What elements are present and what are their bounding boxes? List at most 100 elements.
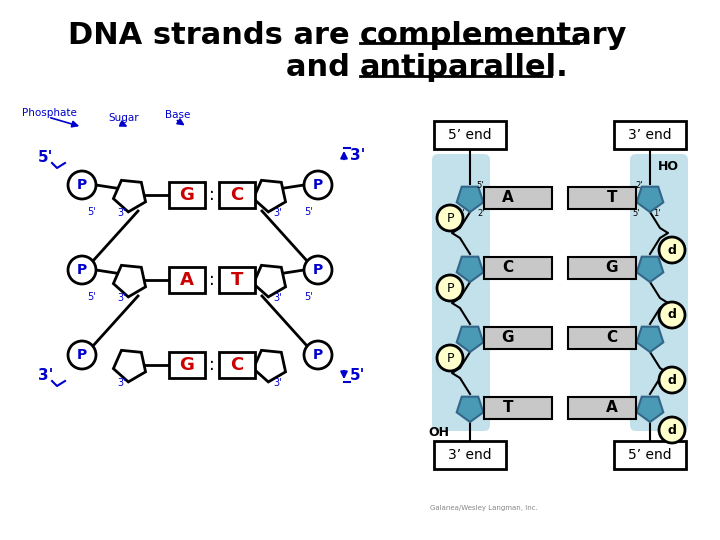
Text: P: P	[446, 352, 454, 365]
Text: P: P	[77, 263, 87, 277]
Polygon shape	[113, 180, 145, 212]
Text: 5’ end: 5’ end	[628, 448, 672, 462]
Circle shape	[68, 256, 96, 284]
Circle shape	[659, 302, 685, 328]
Text: 3': 3'	[626, 190, 634, 199]
Bar	[434, 441, 506, 469]
Text: A: A	[180, 271, 194, 289]
Polygon shape	[636, 397, 663, 422]
Text: 3’ end: 3’ end	[628, 128, 672, 142]
Polygon shape	[113, 350, 145, 382]
Text: C: C	[230, 356, 243, 374]
Bar	[614, 121, 686, 149]
Text: P: P	[446, 212, 454, 225]
Text: G: G	[179, 186, 194, 204]
Polygon shape	[636, 187, 663, 212]
Bar	[484, 257, 552, 279]
Bar	[219, 182, 255, 208]
Text: 3': 3'	[274, 293, 282, 303]
Bar	[219, 352, 255, 378]
Bar	[484, 327, 552, 349]
Text: P: P	[77, 348, 87, 362]
Text: G: G	[502, 330, 514, 346]
Bar	[484, 397, 552, 419]
Circle shape	[304, 171, 332, 199]
Text: DNA strands are: DNA strands are	[68, 21, 360, 50]
Text: 3': 3'	[117, 208, 126, 218]
Circle shape	[659, 237, 685, 263]
Text: C: C	[230, 186, 243, 204]
Circle shape	[659, 417, 685, 443]
Text: HO: HO	[658, 160, 679, 173]
FancyBboxPatch shape	[432, 154, 490, 431]
Text: 5': 5'	[304, 207, 312, 217]
Text: :: :	[209, 271, 215, 289]
Circle shape	[437, 345, 463, 371]
Circle shape	[68, 341, 96, 369]
Text: 3': 3'	[485, 200, 492, 210]
Polygon shape	[456, 397, 483, 422]
Text: T: T	[231, 271, 243, 289]
Text: P: P	[313, 348, 323, 362]
Text: 4': 4'	[485, 190, 492, 199]
Text: 2': 2'	[477, 208, 485, 218]
Text: P: P	[313, 178, 323, 192]
Text: 2': 2'	[636, 181, 643, 191]
Text: T: T	[503, 401, 513, 415]
Text: d: d	[667, 374, 676, 387]
Bar	[169, 182, 205, 208]
Text: P: P	[77, 178, 87, 192]
Text: 5': 5'	[87, 292, 96, 302]
Text: 5': 5'	[87, 207, 96, 217]
Bar	[169, 267, 205, 293]
Circle shape	[659, 367, 685, 393]
Text: :: :	[209, 186, 215, 204]
Text: Base: Base	[165, 110, 190, 120]
Text: 5': 5'	[38, 151, 53, 165]
Polygon shape	[113, 265, 145, 297]
Text: P: P	[313, 263, 323, 277]
Text: 3': 3'	[274, 378, 282, 388]
Polygon shape	[456, 256, 483, 282]
Bar	[568, 187, 636, 209]
Text: C: C	[503, 260, 513, 275]
Text: 5': 5'	[304, 292, 312, 302]
Text: T: T	[607, 191, 617, 206]
Polygon shape	[253, 350, 286, 382]
Circle shape	[437, 205, 463, 231]
Text: 5': 5'	[632, 208, 640, 218]
Text: d: d	[667, 308, 676, 321]
Polygon shape	[636, 327, 663, 352]
Bar	[568, 257, 636, 279]
Text: 5': 5'	[476, 181, 484, 191]
Polygon shape	[636, 256, 663, 282]
Circle shape	[68, 171, 96, 199]
Text: G: G	[606, 260, 618, 275]
Bar	[219, 267, 255, 293]
Text: C: C	[606, 330, 618, 346]
Text: 3': 3'	[38, 368, 53, 382]
Polygon shape	[253, 265, 286, 297]
Text: 1': 1'	[653, 208, 660, 218]
Text: OH: OH	[428, 426, 449, 438]
Text: 3’ end: 3’ end	[448, 448, 492, 462]
FancyBboxPatch shape	[630, 154, 688, 431]
Polygon shape	[456, 187, 483, 212]
Text: d: d	[667, 244, 676, 256]
Text: 3': 3'	[117, 378, 126, 388]
Polygon shape	[253, 180, 286, 212]
Text: 4': 4'	[626, 200, 634, 210]
Polygon shape	[456, 327, 483, 352]
Bar	[484, 187, 552, 209]
Text: G: G	[179, 356, 194, 374]
Text: complementary: complementary	[360, 21, 628, 50]
Text: d: d	[667, 423, 676, 436]
Text: :: :	[209, 356, 215, 374]
Bar	[169, 352, 205, 378]
Text: A: A	[502, 191, 514, 206]
Text: P: P	[446, 281, 454, 294]
Text: antiparallel.: antiparallel.	[360, 53, 569, 83]
Text: 3': 3'	[117, 293, 126, 303]
Text: 3': 3'	[350, 147, 365, 163]
Text: 1': 1'	[457, 208, 465, 218]
